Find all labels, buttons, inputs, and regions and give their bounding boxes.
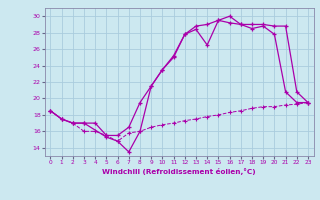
X-axis label: Windchill (Refroidissement éolien,°C): Windchill (Refroidissement éolien,°C) <box>102 168 256 175</box>
